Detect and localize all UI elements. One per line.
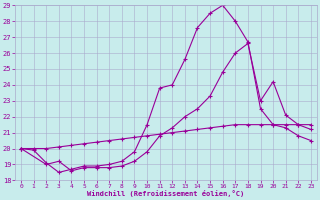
X-axis label: Windchill (Refroidissement éolien,°C): Windchill (Refroidissement éolien,°C): [87, 190, 244, 197]
